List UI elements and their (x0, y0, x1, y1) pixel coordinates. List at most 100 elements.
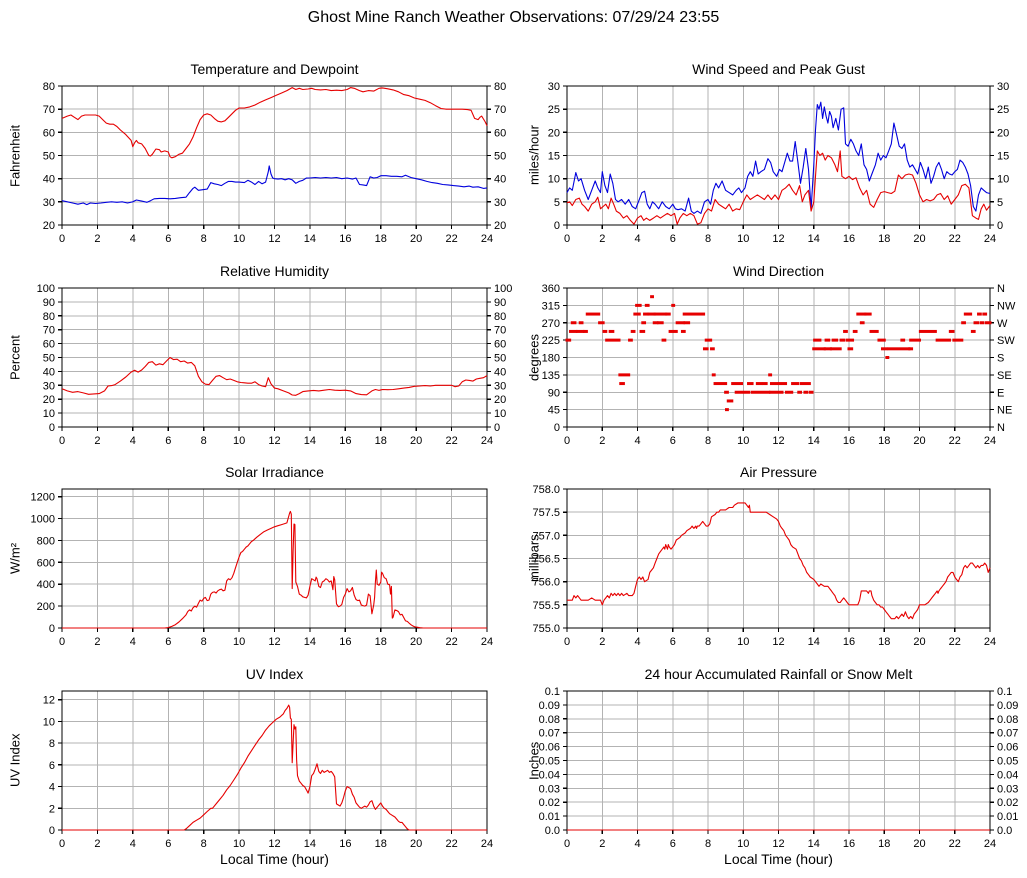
svg-text:24: 24 (481, 636, 493, 648)
svg-text:SW: SW (997, 335, 1015, 347)
svg-text:0.06: 0.06 (539, 742, 560, 754)
svg-text:0.02: 0.02 (539, 797, 560, 809)
chart-uv-index: UV Index UV Index 0 2 4 6 8 10 12 0 2 4 6 8 10 12 14 16… (0, 655, 515, 878)
svg-text:70: 70 (43, 325, 55, 337)
svg-text:0.05: 0.05 (997, 756, 1018, 768)
svg-text:2: 2 (599, 838, 605, 850)
svg-text:2: 2 (599, 636, 605, 648)
svg-text:0: 0 (494, 422, 500, 434)
svg-text:8: 8 (705, 233, 711, 245)
svg-text:30: 30 (548, 81, 560, 93)
svg-text:W: W (997, 318, 1008, 330)
svg-text:40: 40 (43, 174, 55, 186)
svg-text:0.09: 0.09 (539, 700, 560, 712)
svg-text:0.03: 0.03 (997, 783, 1018, 795)
chart-title: 24 hour Accumulated Rainfall or Snow Mel… (644, 666, 913, 682)
svg-text:70: 70 (494, 104, 506, 116)
svg-text:50: 50 (494, 151, 506, 163)
svg-text:16: 16 (843, 233, 855, 245)
svg-text:50: 50 (43, 353, 55, 365)
svg-text:22: 22 (445, 233, 457, 245)
svg-text:15: 15 (997, 151, 1009, 163)
svg-text:SE: SE (997, 370, 1012, 382)
svg-text:10: 10 (233, 233, 245, 245)
svg-text:0.04: 0.04 (539, 769, 560, 781)
chart-title: Temperature and Dewpoint (190, 61, 359, 77)
svg-text:6: 6 (49, 760, 55, 772)
svg-text:600: 600 (37, 557, 55, 569)
svg-text:18: 18 (878, 233, 890, 245)
svg-text:5: 5 (997, 197, 1003, 209)
svg-text:4: 4 (130, 435, 136, 447)
svg-text:2: 2 (94, 233, 100, 245)
svg-text:180: 180 (542, 353, 560, 365)
chart-rainfall: 24 hour Accumulated Rainfall or Snow Mel… (505, 655, 1027, 878)
svg-text:0.09: 0.09 (997, 700, 1018, 712)
svg-text:14: 14 (808, 636, 820, 648)
svg-text:10: 10 (43, 408, 55, 420)
svg-text:270: 270 (542, 318, 560, 330)
svg-text:12: 12 (268, 435, 280, 447)
svg-text:20: 20 (494, 394, 506, 406)
svg-text:0.06: 0.06 (997, 742, 1018, 754)
svg-text:16: 16 (339, 233, 351, 245)
svg-text:30: 30 (43, 197, 55, 209)
chart-solar-irradiance: Solar Irradiance W/m² 0 200 400 600 800 1000 1… (0, 453, 515, 655)
svg-text:20: 20 (997, 127, 1009, 139)
svg-text:80: 80 (494, 81, 506, 93)
svg-text:14: 14 (304, 636, 316, 648)
svg-text:6: 6 (670, 838, 676, 850)
svg-text:14: 14 (808, 838, 820, 850)
svg-text:6: 6 (670, 636, 676, 648)
svg-text:12: 12 (268, 838, 280, 850)
x-axis-label: Local Time (hour) (724, 851, 833, 867)
svg-text:8: 8 (201, 435, 207, 447)
svg-text:757.5: 757.5 (532, 507, 560, 519)
chart-title: Relative Humidity (220, 263, 329, 279)
svg-text:E: E (997, 387, 1004, 399)
svg-text:20: 20 (410, 233, 422, 245)
relative-humidity-plot: 0102030405060708090100010203040506070809… (37, 283, 513, 447)
svg-text:22: 22 (949, 233, 961, 245)
svg-text:80: 80 (43, 81, 55, 93)
svg-text:756.5: 756.5 (532, 554, 560, 566)
svg-text:6: 6 (165, 636, 171, 648)
svg-text:18: 18 (878, 435, 890, 447)
svg-text:0: 0 (59, 435, 65, 447)
svg-text:0.07: 0.07 (997, 728, 1018, 740)
svg-text:10: 10 (737, 636, 749, 648)
svg-text:14: 14 (808, 435, 820, 447)
svg-text:70: 70 (43, 104, 55, 116)
svg-text:0.01: 0.01 (539, 811, 560, 823)
svg-text:0.04: 0.04 (997, 769, 1018, 781)
svg-text:2: 2 (599, 435, 605, 447)
svg-text:315: 315 (542, 300, 560, 312)
svg-text:16: 16 (843, 435, 855, 447)
x-axis-label: Local Time (hour) (220, 851, 329, 867)
svg-text:4: 4 (634, 838, 640, 850)
svg-text:1200: 1200 (31, 492, 55, 504)
svg-text:18: 18 (375, 233, 387, 245)
svg-text:755.5: 755.5 (532, 600, 560, 612)
chart-temperature-dewpoint: Temperature and Dewpoint Fahrenheit 20 30… (0, 50, 515, 252)
chart-title: Air Pressure (739, 464, 818, 480)
svg-text:0.0: 0.0 (545, 825, 560, 837)
svg-text:10: 10 (43, 716, 55, 728)
svg-text:60: 60 (494, 339, 506, 351)
svg-text:0.1: 0.1 (545, 686, 560, 698)
svg-text:18: 18 (878, 636, 890, 648)
svg-text:8: 8 (201, 636, 207, 648)
chart-title: Solar Irradiance (225, 464, 324, 480)
svg-text:20: 20 (410, 838, 422, 850)
svg-text:0: 0 (997, 220, 1003, 232)
svg-text:90: 90 (548, 387, 560, 399)
svg-text:16: 16 (339, 636, 351, 648)
svg-text:40: 40 (43, 366, 55, 378)
svg-text:10: 10 (737, 435, 749, 447)
svg-text:20: 20 (494, 220, 506, 232)
svg-text:8: 8 (49, 738, 55, 750)
svg-text:20: 20 (913, 838, 925, 850)
svg-text:8: 8 (201, 233, 207, 245)
